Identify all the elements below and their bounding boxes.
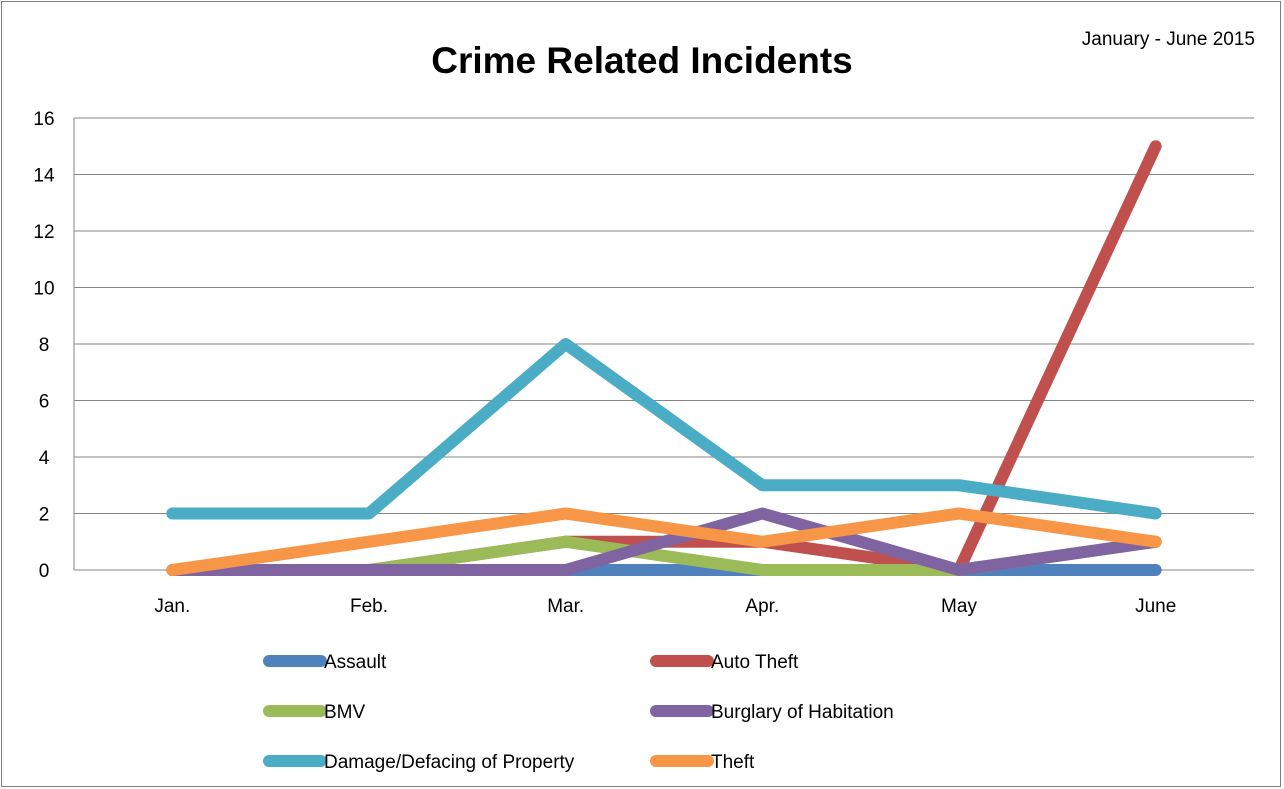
y-axis-ticks: 0 2 4 6 8 10 12 14 16	[33, 109, 55, 582]
series-lines	[166, 140, 1162, 576]
series-line-burglary-of-habitation	[166, 507, 1162, 576]
series-line-theft	[166, 507, 1162, 576]
y-tick-label: 14	[33, 166, 55, 187]
x-axis-ticks: Jan. Feb. Mar. Apr. May June	[154, 596, 1176, 617]
legend-label: BMV	[324, 702, 366, 723]
y-tick-label: 4	[39, 448, 50, 469]
x-tick-label: May	[941, 596, 977, 617]
chart-subtitle: January - June 2015	[1082, 29, 1255, 50]
chart-title: Crime Related Incidents	[431, 40, 853, 81]
y-tick-label: 10	[33, 279, 54, 300]
series-line-damage-defacing-of-property	[166, 338, 1162, 520]
y-tick-label: 2	[39, 505, 50, 526]
y-tick-label: 0	[39, 561, 50, 582]
series-line-auto-theft	[166, 140, 1162, 576]
legend-label: Auto Theft	[711, 652, 799, 673]
x-tick-label: Mar.	[547, 596, 584, 617]
x-tick-label: Feb.	[350, 596, 388, 617]
y-tick-label: 12	[33, 222, 54, 243]
legend-label: Assault	[324, 652, 387, 673]
y-tick-label: 6	[39, 392, 50, 413]
legend-label: Burglary of Habitation	[711, 702, 894, 723]
x-tick-label: Jan.	[154, 596, 190, 617]
legend: Assault Auto Theft BMV Burglary of Habitati…	[263, 652, 894, 773]
y-tick-label: 8	[39, 335, 50, 356]
y-tick-label: 16	[33, 109, 54, 130]
x-tick-label: Apr.	[745, 596, 779, 617]
x-tick-label: June	[1135, 596, 1176, 617]
legend-label: Damage/Defacing of Property	[324, 752, 575, 773]
legend-label: Theft	[711, 752, 755, 773]
